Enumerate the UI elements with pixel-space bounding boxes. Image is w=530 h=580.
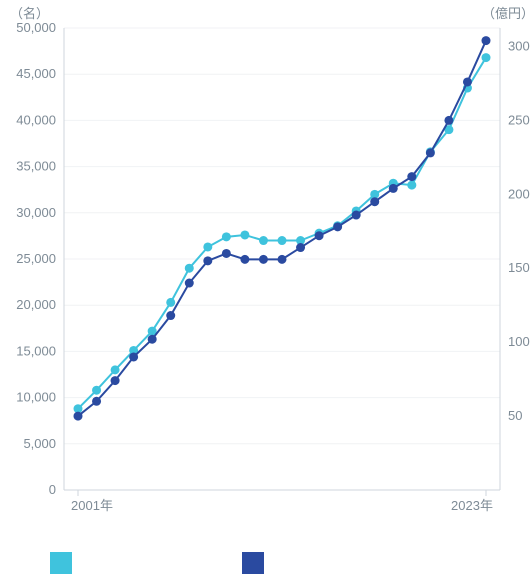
series-a-point	[240, 230, 249, 239]
legend-swatch	[50, 552, 72, 574]
series-b-point	[407, 172, 416, 181]
series-a-point	[222, 232, 231, 241]
series-a-point	[259, 236, 268, 245]
series-b-point	[185, 279, 194, 288]
legend-item	[50, 552, 72, 574]
x-tick-label-end: 2023年	[451, 498, 493, 513]
series-b-point	[74, 412, 83, 421]
series-a-line	[78, 58, 486, 409]
series-b-point	[166, 311, 175, 320]
series-b-point	[203, 256, 212, 265]
series-a-point	[278, 236, 287, 245]
series-b-point	[315, 231, 324, 240]
series-b-point	[222, 249, 231, 258]
series-b-point	[333, 222, 342, 231]
series-b-point	[389, 184, 398, 193]
series-b-point	[278, 255, 287, 264]
series-b-point	[370, 197, 379, 206]
right-axis-unit: （億円）	[482, 6, 530, 21]
series-b-point	[482, 36, 491, 45]
left-tick-label: 10,000	[16, 390, 56, 405]
series-b-line	[78, 41, 486, 417]
series-b-point	[426, 148, 435, 157]
series-b-point	[92, 397, 101, 406]
left-tick-label: 30,000	[16, 205, 56, 220]
right-tick-label: 250	[508, 112, 530, 127]
left-tick-label: 5,000	[23, 436, 56, 451]
left-tick-label: 25,000	[16, 251, 56, 266]
series-a-point	[111, 365, 120, 374]
series-b-point	[463, 77, 472, 86]
x-tick-label-start: 2001年	[71, 498, 113, 513]
series-b-point	[259, 255, 268, 264]
left-tick-label: 50,000	[16, 20, 56, 35]
left-tick-label: 0	[49, 482, 56, 497]
left-axis-unit: （名）	[10, 6, 49, 21]
series-a-point	[166, 298, 175, 307]
chart-container: （名） （億円） 0 5,000 10,000 15,000 20,000 25,000 30,…	[0, 0, 530, 580]
right-tick-label: 50	[508, 408, 522, 423]
left-tick-label: 15,000	[16, 343, 56, 358]
series-b-point	[148, 335, 157, 344]
series-b-point	[444, 116, 453, 125]
series-a-point	[92, 386, 101, 395]
legend-item	[242, 552, 264, 574]
series-b-point	[129, 352, 138, 361]
series-b-point	[296, 243, 305, 252]
series-a-point	[407, 181, 416, 190]
series-b-point	[240, 255, 249, 264]
right-tick-label: 200	[508, 186, 530, 201]
series-b-point	[352, 211, 361, 220]
series-a-point	[203, 242, 212, 251]
series-b-point	[111, 376, 120, 385]
left-tick-label: 20,000	[16, 297, 56, 312]
left-tick-label: 35,000	[16, 159, 56, 174]
right-tick-label: 300	[508, 38, 530, 53]
series-a-point	[185, 264, 194, 273]
right-tick-label: 150	[508, 260, 530, 275]
legend	[50, 552, 264, 574]
line-chart: （名） （億円） 0 5,000 10,000 15,000 20,000 25,000 30,…	[0, 0, 530, 580]
series-a-point	[482, 53, 491, 62]
right-tick-label: 100	[508, 334, 530, 349]
left-tick-label: 45,000	[16, 66, 56, 81]
left-tick-label: 40,000	[16, 112, 56, 127]
legend-swatch	[242, 552, 264, 574]
